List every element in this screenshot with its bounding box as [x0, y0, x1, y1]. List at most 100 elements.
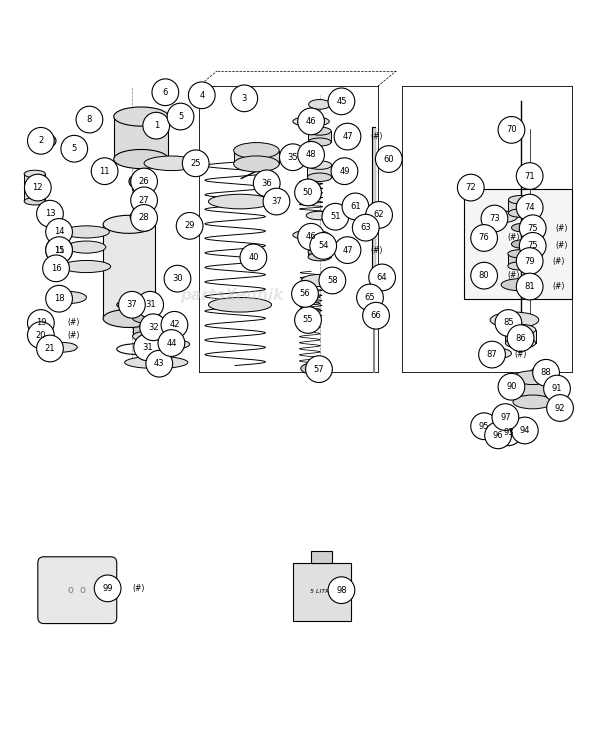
Text: 90: 90	[506, 382, 517, 391]
Ellipse shape	[511, 224, 533, 232]
Circle shape	[253, 170, 280, 197]
Text: 16: 16	[51, 264, 62, 273]
Circle shape	[24, 174, 51, 201]
Ellipse shape	[517, 425, 529, 433]
Text: 11: 11	[99, 167, 110, 175]
Circle shape	[507, 325, 534, 352]
Text: 56: 56	[300, 289, 310, 298]
Ellipse shape	[132, 313, 162, 323]
Ellipse shape	[209, 194, 271, 209]
Text: (#): (#)	[67, 319, 79, 327]
Ellipse shape	[62, 260, 110, 273]
Circle shape	[495, 419, 522, 446]
Bar	[103, 224, 155, 319]
Circle shape	[292, 281, 318, 307]
Bar	[234, 151, 279, 164]
Text: 35: 35	[287, 153, 298, 162]
Circle shape	[328, 577, 355, 604]
Circle shape	[37, 335, 63, 362]
Circle shape	[516, 273, 543, 300]
Bar	[508, 254, 531, 266]
Text: 75: 75	[528, 241, 538, 251]
Text: 15: 15	[54, 246, 64, 254]
Circle shape	[492, 404, 518, 431]
Text: 43: 43	[154, 359, 165, 368]
Ellipse shape	[132, 331, 162, 341]
Ellipse shape	[307, 173, 332, 181]
Text: 66: 66	[371, 311, 381, 320]
Ellipse shape	[24, 170, 45, 178]
Text: 27: 27	[138, 196, 149, 205]
Text: 95: 95	[479, 422, 489, 431]
Text: 99: 99	[102, 584, 113, 593]
Circle shape	[295, 179, 321, 206]
Text: 51: 51	[330, 212, 340, 221]
Text: 79: 79	[525, 257, 535, 265]
Ellipse shape	[359, 202, 369, 211]
Ellipse shape	[209, 298, 271, 312]
Ellipse shape	[234, 143, 279, 159]
Circle shape	[519, 215, 546, 242]
Text: 61: 61	[350, 202, 361, 211]
Circle shape	[375, 145, 402, 173]
Circle shape	[188, 82, 215, 109]
Text: partsXeunik: partsXeunik	[181, 288, 284, 303]
Ellipse shape	[492, 430, 504, 439]
Circle shape	[369, 264, 395, 291]
Circle shape	[310, 232, 337, 260]
Text: 64: 64	[377, 273, 387, 282]
Ellipse shape	[63, 226, 109, 238]
Circle shape	[516, 194, 543, 221]
Text: 40: 40	[248, 253, 259, 262]
Circle shape	[328, 88, 355, 115]
Ellipse shape	[479, 270, 496, 279]
Ellipse shape	[135, 338, 190, 350]
Ellipse shape	[301, 363, 331, 374]
Text: 54: 54	[318, 241, 328, 251]
Text: 94: 94	[520, 426, 530, 435]
Bar	[113, 116, 168, 159]
Text: 47: 47	[342, 246, 353, 254]
Text: 46: 46	[306, 232, 317, 241]
Text: 12: 12	[32, 183, 43, 192]
Ellipse shape	[508, 262, 531, 270]
Circle shape	[182, 150, 209, 177]
Text: o  o: o o	[68, 586, 86, 595]
Text: 31: 31	[142, 343, 152, 352]
Text: 87: 87	[487, 350, 497, 359]
Ellipse shape	[508, 195, 533, 204]
Text: 4: 4	[199, 91, 204, 100]
Circle shape	[547, 395, 573, 421]
Bar	[301, 149, 321, 158]
Text: 86: 86	[515, 333, 526, 343]
Ellipse shape	[293, 230, 329, 240]
Text: 48: 48	[306, 151, 317, 159]
Circle shape	[334, 237, 361, 263]
Circle shape	[298, 108, 325, 135]
Text: 3: 3	[242, 94, 247, 103]
Text: (#): (#)	[371, 132, 383, 141]
Circle shape	[511, 417, 538, 444]
Text: 5: 5	[178, 112, 183, 121]
Circle shape	[146, 350, 173, 377]
Circle shape	[164, 265, 191, 292]
FancyBboxPatch shape	[38, 557, 117, 624]
Circle shape	[27, 127, 54, 154]
Text: 76: 76	[479, 233, 489, 243]
Ellipse shape	[505, 325, 536, 335]
Circle shape	[43, 255, 70, 281]
Text: 29: 29	[184, 221, 195, 230]
Ellipse shape	[363, 311, 377, 319]
Ellipse shape	[505, 427, 517, 436]
Text: 11: 11	[54, 246, 64, 254]
Bar	[308, 240, 331, 252]
Bar	[307, 165, 332, 177]
Text: (#): (#)	[371, 246, 383, 254]
Ellipse shape	[508, 250, 531, 258]
Ellipse shape	[103, 309, 155, 327]
Text: 20: 20	[35, 330, 46, 340]
Circle shape	[471, 262, 498, 289]
Text: 97: 97	[500, 412, 511, 422]
Text: 72: 72	[465, 183, 476, 192]
Ellipse shape	[47, 342, 77, 352]
